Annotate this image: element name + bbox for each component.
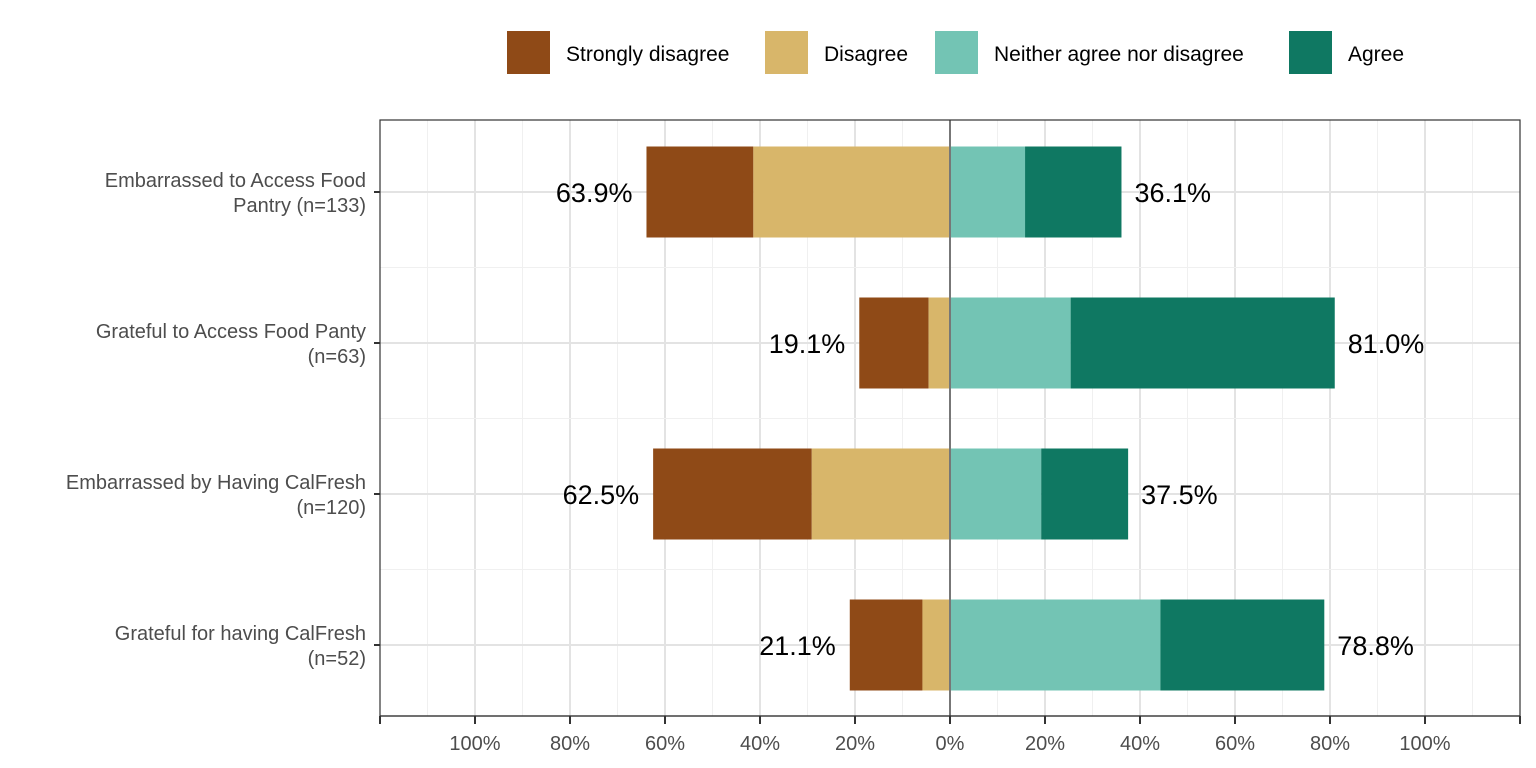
x-tick-label: 80% [550,733,590,755]
bar-agree [1025,146,1122,238]
bar-neither [950,297,1071,389]
x-tick-label: 40% [1120,733,1160,755]
bar-agree [1070,297,1335,389]
category-label: Embarrassed to Access Food Pantry (n=133) [105,170,366,217]
category-label: Grateful for having CalFresh (n=52) [115,623,366,670]
bar-disagree [922,599,950,691]
x-tick-label: 60% [645,733,685,755]
data-label-disagree-total: 63.9% [556,178,633,208]
data-label-agree-total: 36.1% [1134,178,1211,208]
x-tick-label: 40% [740,733,780,755]
bar-agree [1041,448,1129,540]
legend-label: Neither agree nor disagree [994,43,1244,66]
legend-swatch [935,31,978,74]
data-label-disagree-total: 62.5% [563,480,640,510]
legend-label: Disagree [824,43,908,66]
x-tick-label: 100% [1399,733,1450,755]
data-label-agree-total: 37.5% [1141,480,1218,510]
category-label: Embarrassed by Having CalFresh (n=120) [66,472,366,519]
bar-neither [950,146,1026,238]
category-label: Grateful to Access Food Panty (n=63) [96,321,366,368]
legend-swatch [765,31,808,74]
data-label-agree-total: 78.8% [1337,631,1414,661]
bar-strongly-disagree [646,146,754,238]
data-label-agree-total: 81.0% [1348,329,1425,359]
category-label-line: Pantry (n=133) [233,195,366,217]
bar-neither [950,599,1161,691]
bar-strongly-disagree [859,297,929,389]
legend-swatch [1289,31,1332,74]
bar-neither [950,448,1042,540]
data-label-disagree-total: 21.1% [759,631,836,661]
legend: Strongly disagree Disagree Neither agree n… [507,31,1404,74]
bar-disagree [811,448,950,540]
bar-disagree [753,146,950,238]
bar-strongly-disagree [849,599,923,691]
legend-swatch [507,31,550,74]
x-tick-label: 80% [1310,733,1350,755]
category-label-line: Grateful for having CalFresh [115,623,366,645]
category-label-line: (n=52) [308,648,366,670]
category-label-line: Embarrassed by Having CalFresh [66,472,366,494]
category-label-line: Grateful to Access Food Panty [96,321,366,343]
x-tick-label: 0% [936,733,965,755]
bar-disagree [928,297,950,389]
x-tick-label: 20% [1025,733,1065,755]
category-label-line: Embarrassed to Access Food [105,170,366,192]
x-axis: 100% 80% 60% 40% 20% 0% 20% 40% 60% 80% 100% [379,715,1521,755]
x-tick-label: 20% [835,733,875,755]
bar-strongly-disagree [653,448,812,540]
category-label-line: (n=120) [297,497,367,519]
category-labels: Embarrassed to Access Food Pantry (n=133)… [66,170,380,670]
legend-label: Strongly disagree [566,43,729,66]
x-tick-label: 60% [1215,733,1255,755]
data-label-disagree-total: 19.1% [769,329,846,359]
bar-agree [1160,599,1325,691]
legend-label: Agree [1348,43,1404,66]
category-label-line: (n=63) [308,346,366,368]
plot-panel: 63.9% 36.1% 19.1% 81.0% 62.5% 37.5% 21.1% 78.8% [379,119,1521,717]
x-tick-label: 100% [449,733,500,755]
